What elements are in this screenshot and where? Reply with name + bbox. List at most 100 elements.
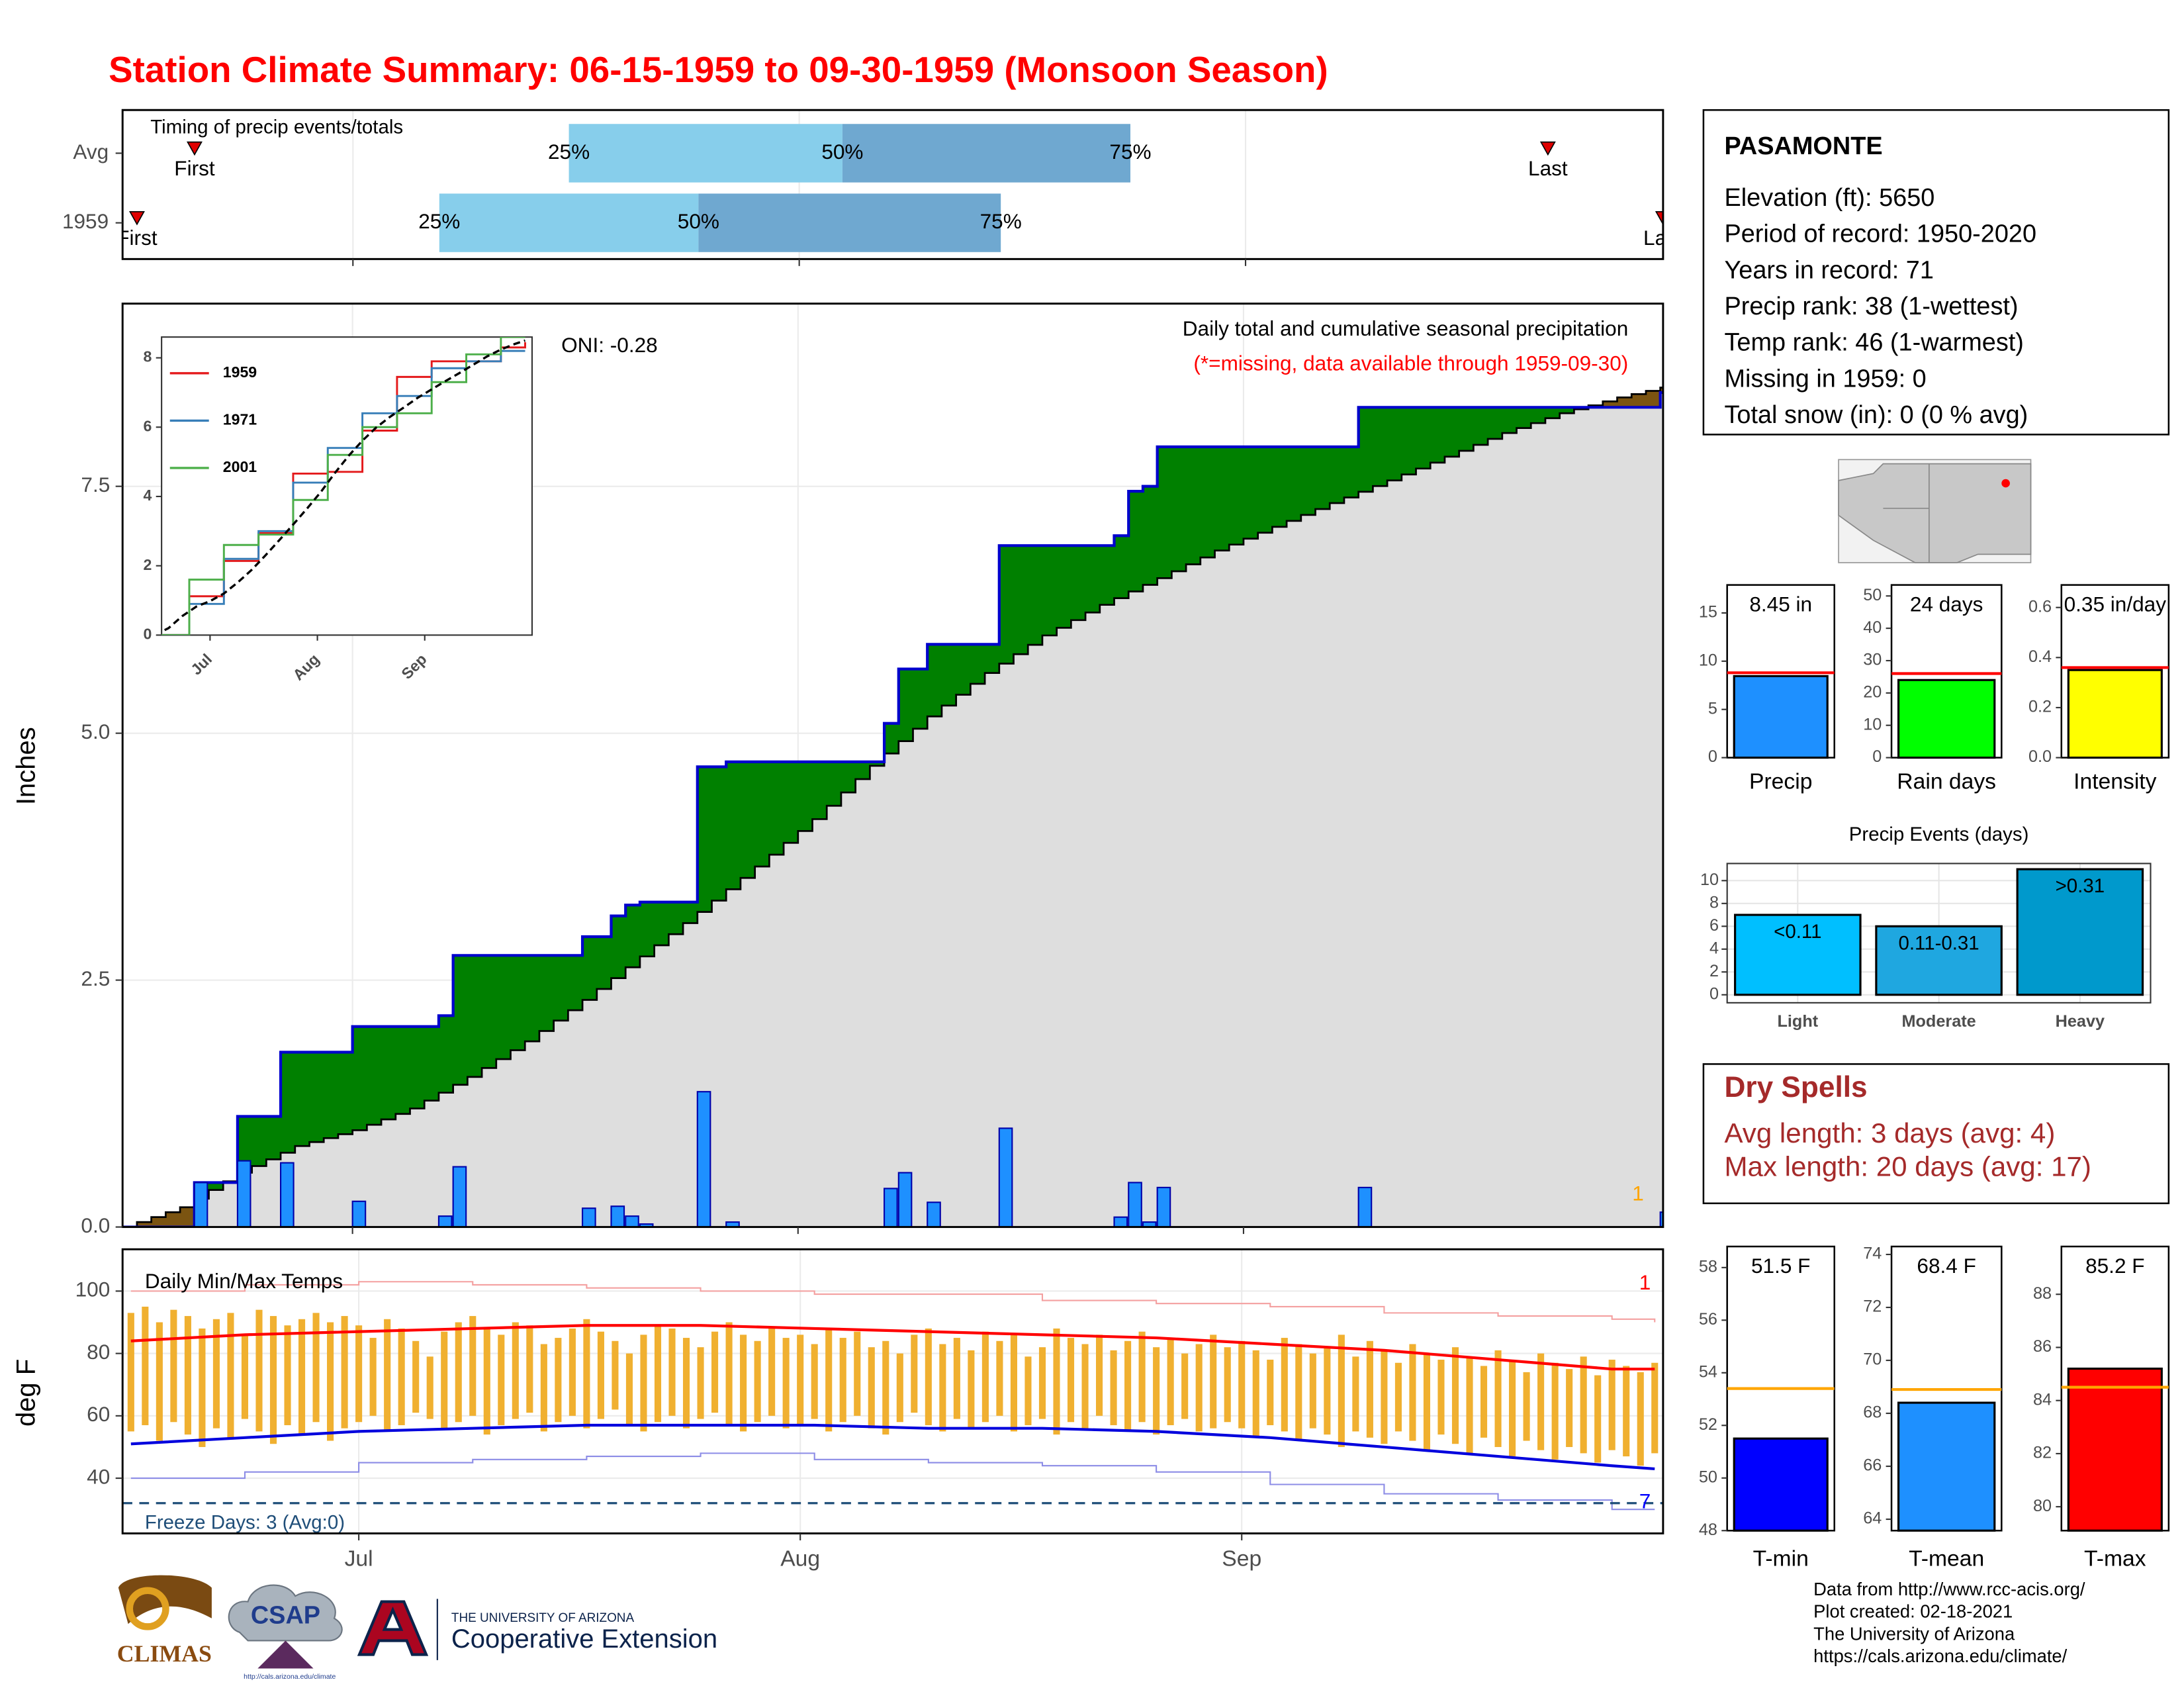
daily-bar (610, 1205, 625, 1227)
ua-bottom-text: Cooperative Extension (451, 1624, 717, 1654)
daily-range-bar (953, 1338, 960, 1419)
legend-label: 1959 (223, 363, 257, 381)
y-tick-label: 0.6 (2028, 597, 2052, 616)
y-tick-label: 6 (144, 417, 152, 434)
daily-range-bar (668, 1328, 676, 1416)
bar-label: <0.11 (1774, 921, 1821, 943)
y-tick-label: 86 (2033, 1337, 2052, 1356)
daily-range-bar (1181, 1353, 1189, 1419)
daily-range-bar (1466, 1356, 1473, 1454)
annotation: ONI: -0.28 (561, 333, 658, 357)
station-dot (2001, 479, 2010, 488)
daily-range-bar (1252, 1350, 1259, 1438)
category-label: Precip (1749, 769, 1812, 794)
ua-logo (357, 1600, 429, 1656)
daily-range-bar (697, 1347, 704, 1419)
quartile-bar (439, 193, 699, 252)
daily-bar (884, 1188, 898, 1227)
daily-range-bar (1309, 1353, 1316, 1429)
annotation: 1 (1632, 1182, 1644, 1205)
y-tick-label: 66 (1863, 1456, 1882, 1475)
y-tick-label: 0.0 (81, 1213, 110, 1237)
daily-range-bar (725, 1322, 733, 1425)
legend-label: 2001 (223, 458, 257, 475)
daily-bar (625, 1215, 639, 1227)
y-tick-label: 10 (1699, 651, 1717, 669)
daily-bar (998, 1127, 1013, 1227)
daily-range-bar (1124, 1340, 1132, 1432)
y-tick-label: 4 (144, 487, 152, 504)
daily-range-bar (512, 1322, 519, 1419)
daily-range-bar (298, 1319, 306, 1435)
legend-label: 1971 (223, 411, 257, 428)
daily-range-bar (1067, 1338, 1075, 1423)
climas-text: CLIMAS (117, 1640, 212, 1667)
y-tick-label: 50 (1863, 586, 1882, 604)
daily-range-bar (569, 1328, 576, 1416)
daily-range-bar (1566, 1369, 1573, 1447)
base-area (122, 392, 1663, 1227)
y-tick-label: 6 (1709, 916, 1719, 935)
annotation: Daily total and cumulative seasonal prec… (1183, 316, 1628, 340)
y-tick-label: 0 (1872, 747, 1882, 766)
daily-range-bar (1267, 1360, 1274, 1425)
daily-range-bar (740, 1335, 747, 1432)
category-label: T-mean (1909, 1546, 1984, 1571)
category-label: Rain days (1897, 769, 1996, 794)
dry-spell-line: Max length: 20 days (avg: 17) (1724, 1150, 2091, 1182)
bar-label: >0.31 (2056, 875, 2105, 897)
footer-line: The University of Arizona (1813, 1623, 2015, 1644)
quartile-label: 75% (1109, 140, 1151, 164)
station-name: PASAMONTE (1724, 132, 1882, 160)
daily-range-bar (1509, 1360, 1516, 1457)
inset-frame (161, 336, 533, 636)
chart-title: Precip Events (days) (1849, 823, 2029, 845)
y-tick-label: 2 (144, 556, 152, 573)
event-marker (129, 211, 145, 226)
daily-range-bar (1580, 1356, 1587, 1454)
y-tick-label: 58 (1699, 1258, 1717, 1276)
daily-range-bar (412, 1340, 420, 1413)
precip-frame (121, 303, 1664, 1229)
temp-plot (122, 1249, 1663, 1534)
station-line: Temp rank: 46 (1-warmest) (1724, 329, 2023, 357)
event-label: Last (1643, 226, 1683, 250)
daily-range-bar (1210, 1335, 1217, 1429)
y-tick-label: 40 (87, 1464, 110, 1488)
y-tick-label: 100 (75, 1278, 111, 1301)
daily-range-bar (327, 1322, 334, 1441)
daily-range-bar (555, 1338, 562, 1423)
value-label: 8.45 in (1749, 592, 1812, 616)
dry-spell-line: Avg length: 3 days (avg: 4) (1724, 1117, 2055, 1149)
daily-bar (927, 1201, 941, 1227)
inset-panel (161, 337, 532, 635)
daily-range-bar (1423, 1353, 1431, 1450)
map-states (1838, 463, 2032, 563)
daily-range-bar (996, 1340, 1003, 1416)
daily-range-bar (1537, 1353, 1545, 1450)
gauge-bar (2067, 669, 2163, 759)
csap-url: http://cals.arizona.edu/climate (244, 1673, 336, 1681)
y-tick-label: 2.5 (81, 966, 110, 990)
daily-bar (1113, 1216, 1128, 1227)
gauge-bar (1897, 679, 1996, 759)
quartile-label: 25% (418, 209, 460, 233)
daily-range-bar (839, 1338, 846, 1423)
map-borders (1883, 463, 1930, 563)
daily-range-bar (212, 1319, 220, 1429)
daily-range-bar (227, 1313, 234, 1438)
y-tick-label: 88 (2033, 1284, 2052, 1303)
daily-range-bar (1494, 1350, 1502, 1447)
daily-range-bar (1594, 1375, 1602, 1463)
event-label: Last (1528, 156, 1568, 180)
daily-range-bar (1551, 1362, 1559, 1460)
daily-range-bar (1394, 1362, 1402, 1432)
quartile-label: 75% (980, 209, 1022, 233)
daily-range-bar (1024, 1356, 1032, 1425)
daily-range-bar (156, 1322, 163, 1441)
y-tick-label: 7.5 (81, 473, 110, 496)
daily-bar (582, 1207, 596, 1227)
daily-range-bar (711, 1331, 719, 1413)
record-max-line (130, 1281, 1656, 1323)
